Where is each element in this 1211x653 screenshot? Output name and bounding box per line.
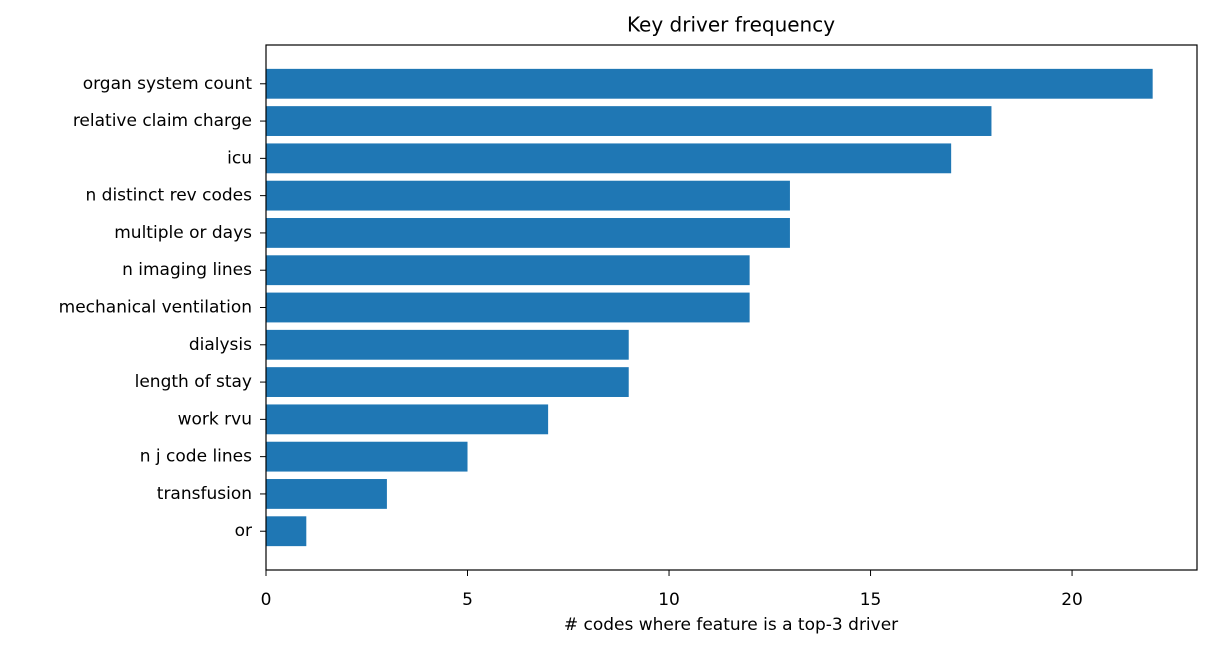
plot-frame xyxy=(265,44,1198,571)
y-tick-label: dialysis xyxy=(189,335,252,355)
bar xyxy=(266,143,952,174)
x-axis-label: # codes where feature is a top-3 driver xyxy=(564,615,898,635)
x-tick-label: 15 xyxy=(860,590,882,610)
y-tick-label: relative claim charge xyxy=(73,111,252,131)
y-tick-label: n j code lines xyxy=(140,447,252,467)
bar xyxy=(266,404,549,435)
y-tick-label: organ system count xyxy=(83,74,253,94)
x-tick-label: 0 xyxy=(261,590,272,610)
y-tick-label: n imaging lines xyxy=(122,260,252,280)
y-tick-label: or xyxy=(235,521,252,541)
bar xyxy=(266,441,468,472)
y-tick-label: mechanical ventilation xyxy=(59,298,252,318)
bar xyxy=(266,292,750,323)
x-tick-label: 20 xyxy=(1061,590,1083,610)
bar xyxy=(266,180,790,211)
bar xyxy=(266,255,750,286)
bar xyxy=(266,516,307,547)
chart-title: Key driver frequency xyxy=(627,13,835,37)
y-tick-label: length of stay xyxy=(135,372,252,392)
bar xyxy=(266,367,629,397)
y-tick-label: multiple or days xyxy=(114,223,252,243)
y-tick-label: icu xyxy=(227,148,252,168)
bar xyxy=(266,106,992,136)
y-tick-label: work rvu xyxy=(178,409,252,429)
x-tick-label: 5 xyxy=(462,590,473,610)
bar xyxy=(266,218,790,248)
bar xyxy=(266,68,1153,99)
bar xyxy=(266,329,629,360)
x-tick-label: 10 xyxy=(658,590,680,610)
y-tick-label: n distinct rev codes xyxy=(85,186,252,206)
y-tick-label: transfusion xyxy=(157,484,252,504)
bar xyxy=(266,479,387,509)
